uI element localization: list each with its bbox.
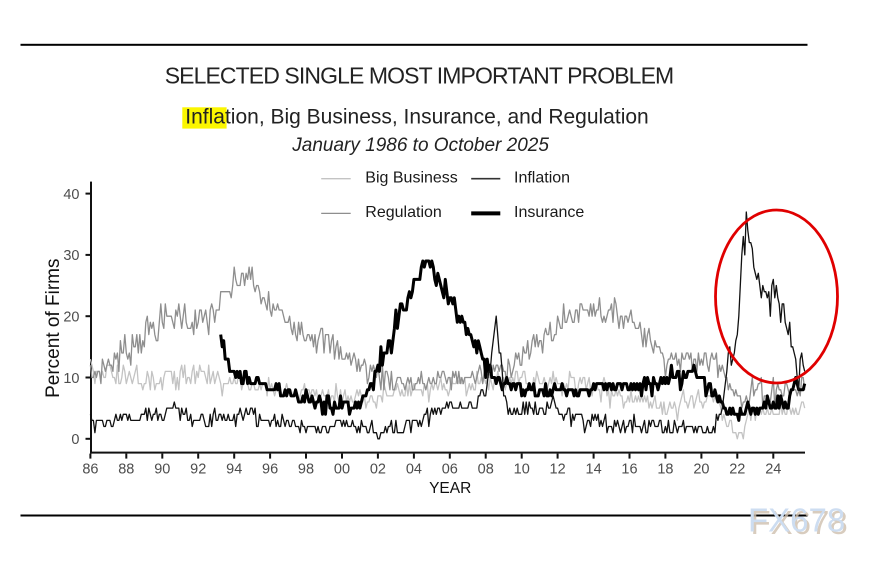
svg-text:18: 18 [657,462,673,478]
svg-text:88: 88 [118,462,134,478]
svg-text:22: 22 [729,462,745,478]
svg-text:86: 86 [82,462,98,478]
svg-text:08: 08 [478,462,494,478]
svg-text:16: 16 [621,462,637,478]
svg-text:02: 02 [370,462,386,478]
svg-text:10: 10 [63,371,79,387]
svg-text:04: 04 [406,462,422,478]
svg-text:06: 06 [442,462,458,478]
svg-text:Insurance: Insurance [514,204,584,221]
svg-text:00: 00 [334,462,350,478]
svg-text:Percent of Firms: Percent of Firms [43,259,64,398]
svg-text:92: 92 [190,462,206,478]
svg-text:FX678: FX678 [748,502,845,539]
svg-text:96: 96 [262,462,278,478]
svg-text:12: 12 [550,462,566,478]
svg-text:Regulation: Regulation [365,204,442,221]
svg-text:14: 14 [586,462,602,478]
svg-text:0: 0 [71,432,79,448]
svg-text:Inflation, Big Business, Insur: Inflation, Big Business, Insurance, and … [185,106,648,129]
svg-text:30: 30 [63,248,79,264]
svg-text:10: 10 [514,462,530,478]
svg-text:94: 94 [226,462,242,478]
svg-text:24: 24 [765,462,781,478]
svg-text:Inflation: Inflation [514,169,570,186]
svg-text:Big Business: Big Business [365,169,458,186]
svg-text:January 1986 to October 2025: January 1986 to October 2025 [291,135,549,156]
svg-text:20: 20 [693,462,709,478]
svg-text:20: 20 [63,310,79,326]
svg-text:40: 40 [63,187,79,203]
svg-text:YEAR: YEAR [429,480,471,497]
svg-text:90: 90 [154,462,170,478]
svg-text:98: 98 [298,462,314,478]
svg-text:FX678: FX678 [751,504,848,541]
svg-text:SELECTED SINGLE MOST IMPORTANT: SELECTED SINGLE MOST IMPORTANT PROBLEM [165,63,674,89]
